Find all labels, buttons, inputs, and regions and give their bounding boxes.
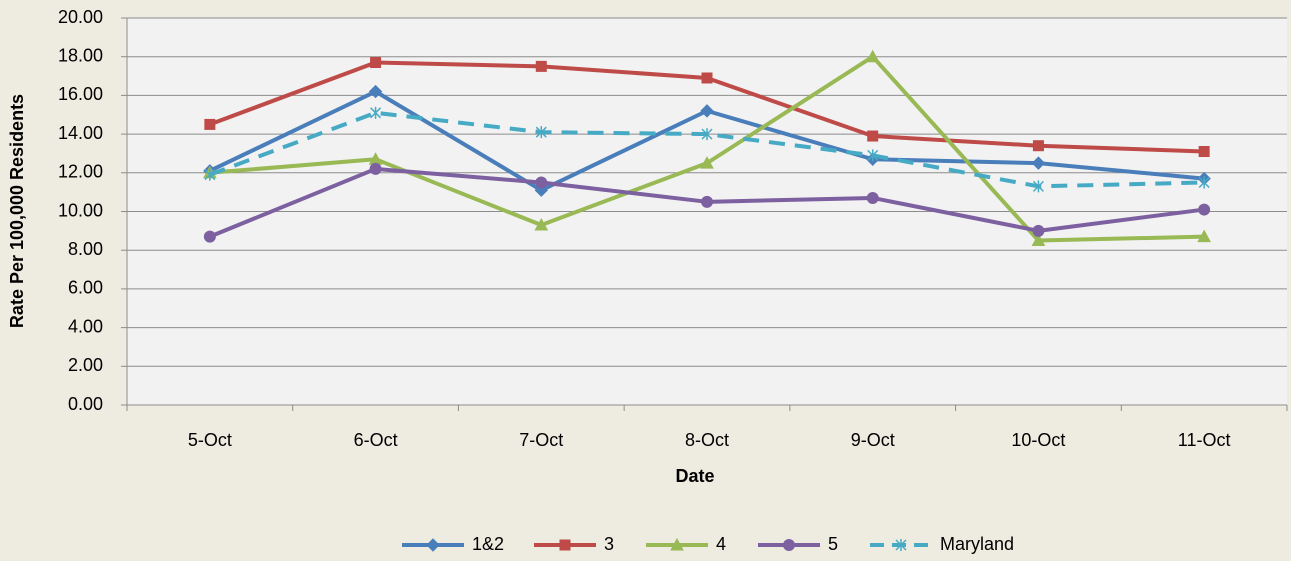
- marker: [783, 539, 795, 551]
- x-tick-label: 6-Oct: [354, 430, 398, 450]
- legend-item: 5: [758, 534, 838, 554]
- marker: [534, 218, 549, 231]
- marker: [1032, 140, 1044, 152]
- y-tick-label: 2.00: [68, 355, 103, 375]
- y-tick-label: 4.00: [68, 316, 103, 336]
- marker: [370, 106, 382, 119]
- marker: [1031, 233, 1046, 247]
- legend-label: 1&2: [472, 534, 504, 554]
- marker: [1198, 176, 1210, 189]
- marker: [867, 149, 879, 162]
- marker: [535, 126, 547, 139]
- y-tick-label: 16.00: [58, 84, 103, 104]
- marker: [535, 176, 548, 189]
- y-tick-label: 8.00: [68, 239, 103, 259]
- series: [204, 57, 1210, 158]
- marker: [700, 104, 714, 118]
- marker: [1198, 146, 1210, 158]
- x-tick-label: 9-Oct: [851, 430, 895, 450]
- y-tick-label: 10.00: [58, 200, 103, 220]
- x-tick-label: 5-Oct: [188, 430, 232, 450]
- y-tick-label: 6.00: [68, 278, 103, 298]
- x-tick-label: 8-Oct: [685, 430, 729, 450]
- marker: [867, 130, 879, 142]
- legend-item: 3: [534, 534, 614, 554]
- marker: [700, 156, 714, 169]
- marker: [204, 168, 216, 181]
- y-tick-label: 18.00: [58, 45, 103, 65]
- marker: [1198, 203, 1211, 216]
- y-tick-label: 0.00: [68, 394, 103, 414]
- y-tick-label: 14.00: [58, 123, 103, 143]
- marker: [866, 191, 879, 204]
- legend-label: 3: [604, 534, 614, 554]
- legend-label: 4: [716, 534, 726, 554]
- marker: [369, 162, 382, 175]
- marker: [701, 128, 713, 141]
- marker: [370, 57, 382, 69]
- series: [203, 49, 1211, 247]
- x-tick-label: 7-Oct: [519, 430, 563, 450]
- marker: [1197, 229, 1211, 243]
- marker: [1031, 156, 1046, 170]
- legend-item: Maryland: [870, 534, 1014, 554]
- legend-label: 5: [828, 534, 838, 554]
- marker: [701, 195, 713, 208]
- series: [203, 162, 1211, 243]
- legend-item: 1&2: [402, 534, 504, 554]
- y-tick-label: 12.00: [58, 162, 103, 182]
- marker: [701, 72, 713, 84]
- marker: [895, 539, 907, 551]
- y-axis-title: Rate Per 100,000 Residents: [7, 94, 27, 328]
- y-tick-label: 20.00: [58, 7, 103, 27]
- series: [204, 106, 1210, 193]
- marker: [426, 538, 440, 552]
- marker: [535, 60, 547, 72]
- marker: [204, 118, 216, 130]
- marker: [1032, 180, 1044, 193]
- marker: [203, 230, 216, 243]
- legend-label: Maryland: [940, 534, 1014, 554]
- marker: [670, 537, 684, 551]
- marker: [1032, 224, 1045, 237]
- marker: [559, 539, 571, 551]
- x-tick-label: 11-Oct: [1178, 430, 1231, 450]
- x-tick-label: 10-Oct: [1011, 430, 1065, 450]
- x-axis-title: Date: [675, 466, 714, 486]
- legend-item: 4: [646, 534, 726, 554]
- marker: [368, 84, 383, 99]
- marker: [865, 49, 880, 63]
